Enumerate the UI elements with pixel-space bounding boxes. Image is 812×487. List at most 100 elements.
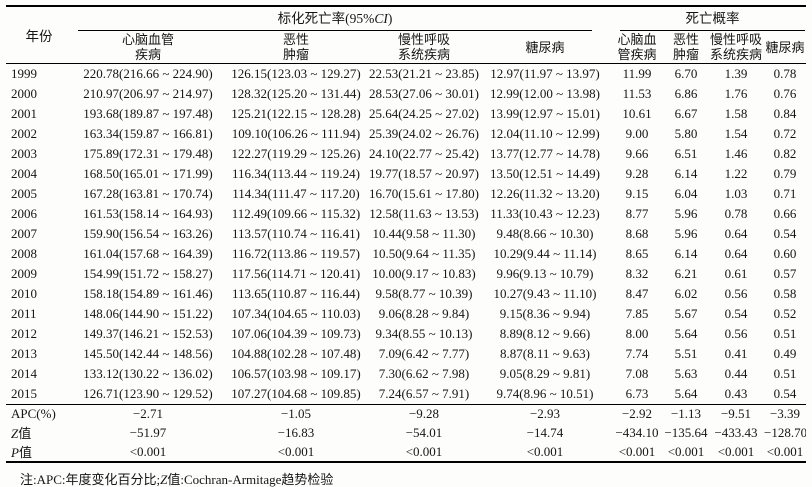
table-cell: 9.15(8.36 ~ 9.94) (499, 306, 591, 321)
col-header-prob-malignant-tumor: 恶性 肿瘤 (664, 31, 708, 64)
table-cell: 126.15(123.03 ~ 129.27) (231, 66, 361, 81)
table-cell: 25.39(24.02 ~ 26.76) (369, 126, 479, 141)
col-header-prob-chronic-respiratory: 慢性呼吸 系统疾病 (708, 31, 764, 64)
table-cell: 175.89(172.31 ~ 179.48) (83, 146, 213, 161)
col-header-year: 年份 (6, 6, 72, 64)
table-cell: 116.34(113.44 ~ 119.24) (232, 166, 360, 181)
table-cell: 0.64 (724, 246, 748, 261)
table-cell: 0.78 (773, 66, 797, 81)
table-cell: <0.001 (368, 442, 480, 463)
table-cell: 148.06(144.90 ~ 151.22) (83, 306, 213, 321)
table-cell: 0.71 (773, 186, 797, 201)
table-cell: 0.61 (724, 266, 748, 281)
table-row: 2004 168.50(165.01 ~ 171.99) 116.34(113.44… (6, 164, 806, 184)
table-cell: 145.50(142.44 ~ 148.56) (83, 346, 213, 361)
table-cell: 168.50(165.01 ~ 171.99) (83, 166, 213, 181)
table-cell: 149.37(146.21 ~ 152.53) (83, 326, 213, 341)
table-cell: 0.60 (773, 246, 797, 261)
table-cell: 9.58(8.77 ~ 10.39) (375, 286, 473, 301)
table-cell: −433.43 (714, 424, 758, 440)
standardized-mortality-label: 标化死亡率(95%CI) (78, 7, 592, 31)
table-cell: 220.78(216.66 ~ 224.90) (83, 66, 213, 81)
table-cell: 107.27(104.68 ~ 109.85) (231, 386, 361, 401)
table-cell: 0.57 (773, 266, 797, 281)
year-cell: 2010 (11, 286, 37, 301)
year-cell: 2011 (11, 306, 37, 321)
table-cell: 5.96 (674, 226, 698, 241)
table-cell: 24.10(22.77 ~ 25.42) (369, 146, 479, 161)
table-cell: 6.51 (674, 146, 698, 161)
table-cell: 9.15 (625, 186, 649, 201)
col-group-standardized-mortality: 标化死亡率(95%CI) (72, 6, 610, 31)
year-cell: 2014 (11, 366, 37, 381)
table-cell: −135.64 (664, 424, 708, 440)
table-cell: 7.30(6.62 ~ 7.98) (378, 366, 470, 381)
table-cell: 0.84 (773, 106, 797, 121)
table-cell: 0.54 (773, 386, 797, 401)
table-cell: 10.29(9.44 ~ 11.14) (493, 246, 597, 261)
table-row: 2009 154.99(151.72 ~ 158.27) 117.56(114.71… (6, 264, 806, 284)
table-row: 2015 126.71(123.90 ~ 129.52) 107.27(104.68… (6, 384, 806, 405)
table-cell: 8.68 (625, 226, 649, 241)
table-row: 2014 133.12(130.22 ~ 136.02) 106.57(103.98… (6, 364, 806, 384)
table-cell: 12.97(11.97 ~ 13.97) (490, 66, 600, 81)
table-cell: 0.79 (773, 166, 797, 181)
table-cell: 6.86 (674, 86, 698, 101)
table-cell: <0.001 (72, 442, 224, 463)
stat-label: APC(%) (6, 404, 72, 423)
table-header: 年份 标化死亡率(95%CI) 死亡概率 心脑血管 疾病 恶性 肿瘤 慢性呼吸 … (6, 6, 806, 64)
table-cell: 7.08 (625, 366, 649, 381)
table-cell: 6.21 (674, 266, 698, 281)
table-cell: 104.88(102.28 ~ 107.48) (231, 346, 361, 361)
table-cell: 167.28(163.81 ~ 170.74) (83, 186, 213, 201)
table-cell: 0.44 (724, 366, 748, 381)
table-cell: 9.66 (625, 146, 649, 161)
year-cell: 2002 (11, 126, 37, 141)
table-row: 2013 145.50(142.44 ~ 148.56) 104.88(102.28… (6, 344, 806, 364)
table-cell: 6.70 (674, 66, 698, 81)
table-cell: 158.18(154.89 ~ 161.46) (83, 286, 213, 301)
year-cell: 2005 (11, 186, 37, 201)
table-cell: 154.99(151.72 ~ 158.27) (83, 266, 213, 281)
table-cell: 5.64 (674, 386, 698, 401)
table-cell: 161.04(157.68 ~ 164.39) (83, 246, 213, 261)
year-cell: 2008 (11, 246, 37, 261)
table-cell: 10.00(9.17 ~ 10.83) (372, 266, 476, 281)
table-cell: 5.51 (674, 346, 698, 361)
table-cell: 1.76 (724, 86, 748, 101)
table-cell: 1.03 (724, 186, 748, 201)
year-cell: 2004 (11, 166, 37, 181)
table-cell: <0.001 (764, 442, 806, 463)
table-cell: 0.72 (773, 126, 797, 141)
table-cell: 1.58 (724, 106, 748, 121)
paper-table-page: 年份 标化死亡率(95%CI) 死亡概率 心脑血管 疾病 恶性 肿瘤 慢性呼吸 … (0, 5, 812, 487)
table-cell: <0.001 (224, 442, 368, 463)
table-cell: 8.00 (625, 326, 649, 341)
table-cell: 125.21(122.15 ~ 128.28) (231, 106, 361, 121)
year-cell: 2000 (11, 86, 37, 101)
year-cell: 2003 (11, 146, 37, 161)
table-cell: −14.74 (526, 424, 564, 440)
table-cell: 0.41 (724, 346, 748, 361)
table-cell: 10.61 (622, 106, 652, 121)
table-cell: −1.05 (224, 404, 368, 423)
table-cell: 9.48(8.66 ~ 10.30) (496, 226, 594, 241)
table-cell: 8.47 (625, 286, 649, 301)
year-cell: 2012 (11, 326, 37, 341)
table-cell: −54.01 (405, 424, 443, 440)
table-cell: 5.67 (674, 306, 698, 321)
table-cell: −16.83 (277, 424, 315, 440)
table-cell: 0.54 (724, 306, 748, 321)
table-cell: 0.49 (773, 346, 797, 361)
table-cell: 6.02 (674, 286, 698, 301)
table-cell: 19.77(18.57 ~ 20.97) (369, 166, 479, 181)
death-probability-label: 死亡概率 (620, 7, 805, 31)
table-cell: <0.001 (480, 442, 610, 463)
table-cell: 5.96 (674, 206, 698, 221)
table-cell: 12.04(11.10 ~ 12.99) (490, 126, 600, 141)
table-cell: 1.54 (724, 126, 748, 141)
table-cell: 193.68(189.87 ~ 197.48) (83, 106, 213, 121)
table-cell: −51.97 (129, 424, 167, 440)
table-cell: 113.57(110.74 ~ 116.41) (232, 226, 360, 241)
table-cell: 11.33(10.43 ~ 12.23) (490, 206, 600, 221)
